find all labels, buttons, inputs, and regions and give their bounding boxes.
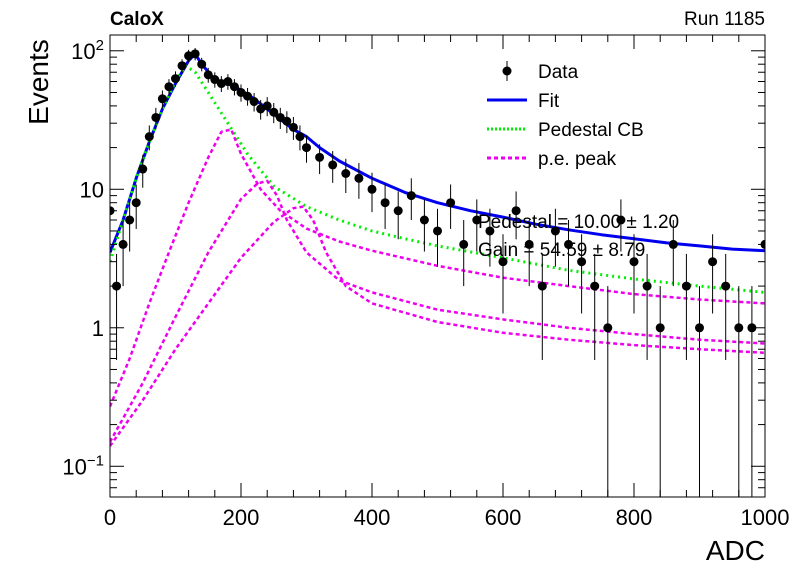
data-point [354, 173, 364, 183]
data-point [695, 323, 704, 333]
data-point [550, 226, 560, 236]
data-point [446, 198, 456, 208]
data-point [419, 215, 429, 225]
data-point [498, 257, 508, 267]
data-point [485, 226, 495, 236]
x-tick-label: 600 [485, 505, 522, 530]
data-point [269, 107, 279, 117]
data-point [616, 215, 626, 225]
data-point [380, 198, 390, 208]
data-point [157, 94, 167, 104]
data-point [151, 112, 161, 122]
y-tick-label: 102 [71, 37, 104, 64]
legend: Data Fit Pedestal CB p.e. peak [487, 61, 644, 170]
data-point [177, 61, 187, 71]
data-point [249, 97, 259, 107]
data-point [190, 49, 200, 59]
data-point [210, 75, 220, 85]
y-axis-label: Events [23, 39, 54, 125]
data-point [118, 239, 128, 249]
data-point [472, 215, 482, 225]
data-point [393, 206, 403, 216]
data-point [459, 239, 469, 249]
legend-label: Pedestal CB [538, 120, 644, 141]
data-point [243, 91, 253, 101]
run-label: Run 1185 [684, 9, 765, 30]
data-point [367, 184, 377, 194]
data-point [537, 281, 547, 291]
data-point [708, 257, 718, 267]
data-point [164, 82, 174, 92]
data-point [203, 70, 213, 80]
data-point [655, 323, 665, 333]
data-point [511, 206, 521, 216]
data-point [721, 281, 731, 291]
data-point [131, 198, 141, 208]
y-tick-label: 10−1 [62, 452, 104, 479]
data-point [668, 239, 678, 249]
data-point [590, 281, 600, 291]
x-tick-label: 0 [104, 505, 116, 530]
y-tick-label: 1 [92, 316, 104, 341]
plot-frame [109, 34, 766, 498]
fit-parameters: Pedestal = 10.00 ± 1.20 Gain = 54.59 ± 8.… [478, 212, 679, 261]
experiment-label: CaloX [110, 9, 164, 30]
plot-area [110, 47, 765, 497]
data-point [603, 323, 613, 333]
data-point [229, 82, 239, 92]
data-point [282, 116, 292, 126]
axes: 0 200 400 600 800 1000 10−1 1 10 102 [62, 34, 790, 530]
data-point [564, 239, 573, 249]
data-point [524, 239, 534, 249]
legend-label: Fit [538, 91, 560, 112]
data-point [328, 160, 338, 170]
x-tick-label: 1000 [741, 505, 790, 530]
legend-label: Data [538, 62, 579, 83]
data-point [433, 226, 442, 236]
data-point [406, 191, 416, 201]
data-point [138, 164, 148, 174]
data-point [629, 257, 639, 267]
data-point [295, 132, 305, 142]
series-line-p-e-peak-1 [110, 128, 765, 407]
legend-label: p.e. peak [538, 149, 617, 170]
data-point [288, 122, 298, 132]
data-point [144, 132, 154, 142]
data-point [681, 281, 691, 291]
series-line-p-e-peak-3 [110, 205, 765, 447]
data-point [315, 152, 325, 162]
data-point [577, 257, 587, 267]
legend-marker [502, 66, 512, 76]
x-axis-label: ADC [706, 535, 765, 566]
data-point [275, 112, 285, 122]
data-point [171, 74, 180, 84]
data-point [236, 87, 246, 97]
x-tick-label: 200 [223, 505, 260, 530]
data-point [197, 59, 207, 69]
series-line-p-e-peak-2 [110, 179, 765, 443]
fit-parameter: Gain = 54.59 ± 8.79 [478, 240, 645, 261]
data-point [125, 215, 135, 225]
data-point [734, 323, 744, 333]
data-point [262, 101, 272, 111]
series-line-pedestal-cb [110, 64, 765, 294]
y-tick-label: 10 [80, 177, 104, 202]
fit-parameter: Pedestal = 10.00 ± 1.20 [478, 212, 679, 233]
x-tick-label: 400 [354, 505, 391, 530]
data-point [223, 77, 233, 87]
data-point [642, 281, 652, 291]
data-point [341, 168, 351, 178]
x-tick-label: 800 [616, 505, 653, 530]
data-point [302, 143, 311, 153]
